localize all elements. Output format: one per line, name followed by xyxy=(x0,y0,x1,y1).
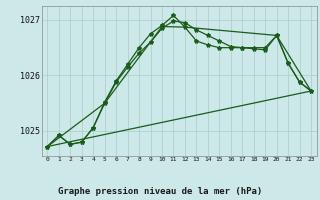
Text: Graphe pression niveau de la mer (hPa): Graphe pression niveau de la mer (hPa) xyxy=(58,187,262,196)
